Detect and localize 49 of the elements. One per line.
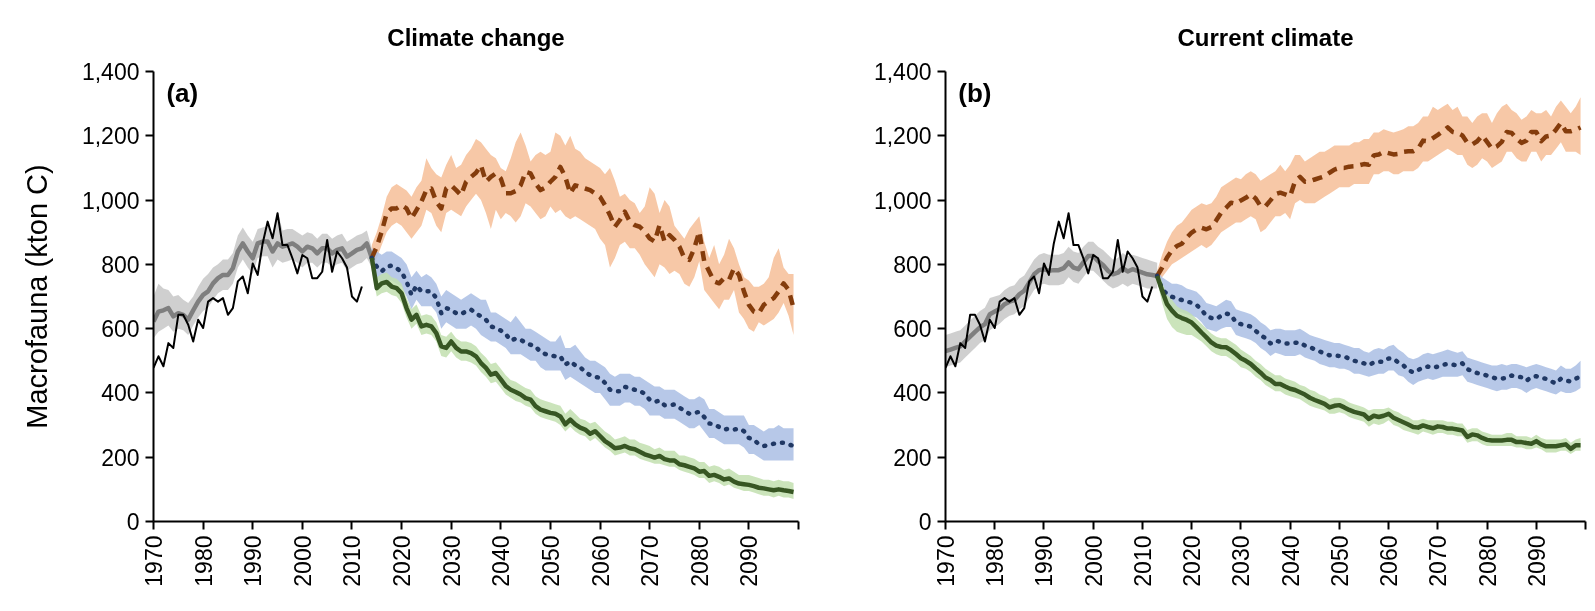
x-tick-label: 2030 bbox=[438, 535, 465, 587]
x-tick-label: 1990 bbox=[1031, 535, 1058, 587]
y-tick-label: 600 bbox=[101, 316, 140, 343]
y-axis-title: Macrofauna (kton C) bbox=[20, 164, 53, 429]
x-tick-label: 2050 bbox=[537, 535, 564, 587]
x-tick-label: 2010 bbox=[339, 535, 366, 587]
y-tick-label: 200 bbox=[893, 444, 932, 471]
annotation: (b) bbox=[958, 78, 992, 109]
line-series bbox=[153, 239, 375, 324]
y-tick-label: 1,400 bbox=[873, 59, 932, 85]
x-tick-label: 2080 bbox=[1474, 535, 1501, 587]
x-tick-label: 1990 bbox=[240, 535, 267, 587]
y-tick-label: 0 bbox=[126, 509, 140, 535]
x-tick-label: 2020 bbox=[389, 535, 416, 587]
y-tick-label: 0 bbox=[918, 509, 932, 535]
y-tick-label: 1,200 bbox=[873, 123, 932, 150]
x-tick-label: 2000 bbox=[289, 535, 316, 587]
x-tick-label: 2090 bbox=[1523, 535, 1550, 587]
x-tick-label: 2040 bbox=[488, 535, 515, 587]
y-tick-label: 800 bbox=[101, 251, 140, 278]
y-tick-label: 1,000 bbox=[81, 187, 140, 214]
x-tick-label: 2060 bbox=[587, 535, 614, 587]
x-tick-label: 2010 bbox=[1129, 535, 1156, 587]
x-tick-label: 2090 bbox=[736, 535, 763, 587]
x-tick-label: 2050 bbox=[1326, 535, 1353, 587]
x-tick-label: 2060 bbox=[1376, 535, 1403, 587]
x-tick-label: 2030 bbox=[1228, 535, 1255, 587]
x-tick-label: 2080 bbox=[686, 535, 713, 587]
x-tick-label: 1970 bbox=[141, 535, 167, 587]
annotation: (a) bbox=[166, 78, 199, 109]
chart-title: Current climate bbox=[1177, 23, 1354, 51]
x-tick-label: 2070 bbox=[637, 535, 664, 587]
line-series bbox=[369, 163, 796, 316]
x-tick-label: 2040 bbox=[1277, 535, 1304, 587]
x-tick-label: 1980 bbox=[982, 535, 1009, 587]
y-tick-label: 400 bbox=[893, 380, 932, 407]
y-tick-label: 600 bbox=[893, 316, 932, 343]
chart-title: Climate change bbox=[387, 23, 565, 51]
x-tick-label: 2070 bbox=[1425, 535, 1452, 587]
y-tick-label: 1,000 bbox=[873, 187, 932, 214]
y-tick-label: 1,200 bbox=[81, 123, 140, 150]
x-tick-label: 1980 bbox=[190, 535, 217, 587]
y-tick-label: 200 bbox=[101, 444, 140, 471]
y-tick-label: 400 bbox=[101, 380, 140, 407]
y-tick-label: 1,400 bbox=[81, 59, 140, 85]
x-tick-label: 2000 bbox=[1080, 535, 1107, 587]
x-tick-label: 2020 bbox=[1179, 535, 1206, 587]
x-tick-label: 1970 bbox=[933, 535, 959, 587]
y-tick-label: 800 bbox=[893, 251, 932, 278]
